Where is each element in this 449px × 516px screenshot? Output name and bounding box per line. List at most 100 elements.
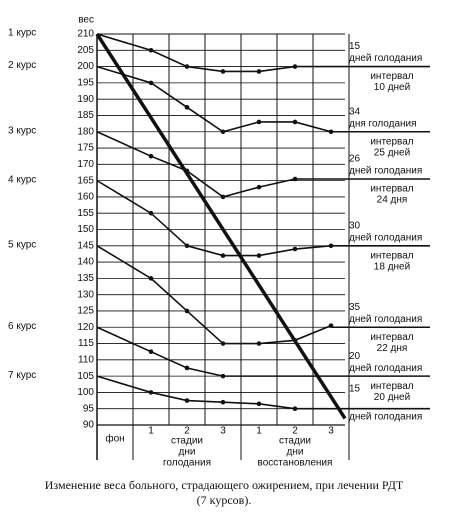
days-text: дня голодания bbox=[349, 118, 417, 129]
x-tick-label: 2 bbox=[184, 426, 190, 437]
y-tick-label: 110 bbox=[78, 354, 94, 365]
group-label: стадии bbox=[171, 436, 203, 447]
y-tick-label: 195 bbox=[77, 78, 94, 89]
interval-label: интервал bbox=[370, 250, 413, 261]
point bbox=[220, 69, 226, 74]
point bbox=[148, 210, 154, 216]
point bbox=[256, 401, 262, 407]
days-text: дней голодания bbox=[349, 53, 422, 64]
y-tick-label: 160 bbox=[77, 192, 94, 203]
point bbox=[256, 184, 262, 190]
group-label: восстановления bbox=[258, 458, 333, 469]
point bbox=[184, 64, 190, 69]
course-label: 6 курс bbox=[8, 321, 36, 332]
y-tick-label: 200 bbox=[77, 61, 94, 72]
interval-label: 25 дней bbox=[374, 147, 410, 158]
y-tick-label: 205 bbox=[77, 45, 94, 56]
course-label: 3 курс bbox=[8, 125, 36, 136]
y-tick-label: 95 bbox=[83, 403, 95, 414]
point bbox=[220, 194, 226, 200]
x-tick-label: 1 bbox=[256, 426, 262, 437]
days-text: дней голодания bbox=[349, 166, 422, 177]
y-tick-label: 150 bbox=[77, 224, 94, 235]
days-number: 26 bbox=[349, 154, 361, 165]
x-tick-label: 1 bbox=[148, 426, 154, 437]
point bbox=[184, 105, 190, 110]
point bbox=[148, 80, 154, 86]
y-tick-label: 115 bbox=[78, 338, 94, 349]
course-label: 7 курс bbox=[8, 370, 36, 381]
point bbox=[292, 337, 298, 343]
point bbox=[220, 399, 226, 405]
trend-line bbox=[95, 33, 347, 420]
point bbox=[292, 119, 298, 125]
point bbox=[256, 341, 262, 346]
y-tick-label: 175 bbox=[77, 143, 94, 154]
x-tick-label: 2 bbox=[292, 426, 298, 437]
x-tick-label: фон bbox=[105, 433, 124, 445]
y-tick-label: 135 bbox=[77, 273, 94, 284]
point bbox=[256, 119, 262, 125]
caption: (7 курсов). bbox=[197, 493, 252, 507]
group-label: дни bbox=[287, 447, 304, 458]
y-tick-label: 180 bbox=[77, 126, 94, 137]
y-tick-label: 90 bbox=[83, 420, 95, 431]
y-tick-label: 190 bbox=[77, 94, 94, 105]
days-number: 15 bbox=[349, 383, 361, 394]
point bbox=[256, 253, 262, 258]
course-label: 4 курс bbox=[8, 174, 36, 185]
point bbox=[220, 341, 226, 346]
point bbox=[256, 69, 262, 74]
days-number: 20 bbox=[349, 351, 361, 362]
caption: Изменение веса больного, страдающего ожи… bbox=[45, 478, 404, 492]
interval-label: интервал bbox=[370, 184, 413, 195]
series-line bbox=[96, 131, 296, 198]
point bbox=[220, 253, 226, 258]
point bbox=[148, 276, 154, 281]
y-tick-label: 100 bbox=[77, 387, 94, 398]
interval-label: интервал bbox=[370, 71, 413, 82]
course-label: 1 курс bbox=[8, 28, 36, 39]
interval-label: интервал bbox=[370, 136, 413, 147]
interval-label: 24 дня bbox=[377, 195, 408, 206]
y-tick-label: 130 bbox=[77, 289, 94, 300]
x-tick-label: 3 bbox=[328, 426, 334, 437]
point bbox=[220, 129, 226, 135]
group-label: стадии bbox=[279, 436, 311, 447]
series-line bbox=[96, 375, 296, 410]
point bbox=[184, 398, 190, 403]
y-tick-label: 210 bbox=[77, 29, 94, 40]
interval-label: интервал bbox=[370, 332, 413, 343]
y-tick-label: 140 bbox=[77, 257, 94, 268]
point bbox=[184, 168, 190, 174]
interval-label: 10 дней bbox=[374, 82, 410, 93]
point bbox=[148, 47, 154, 53]
y-tick-label: 145 bbox=[77, 240, 94, 251]
interval-label: 18 дней bbox=[374, 261, 410, 272]
point bbox=[148, 390, 154, 395]
group-label: голодания bbox=[163, 458, 211, 469]
y-tick-label: 185 bbox=[77, 110, 94, 121]
days-number: 30 bbox=[349, 220, 361, 231]
group-label: дни bbox=[179, 447, 196, 458]
days-text: дней голодания bbox=[349, 232, 422, 243]
point bbox=[184, 365, 190, 371]
interval-label: интервал bbox=[370, 381, 413, 392]
course-label: 5 курс bbox=[8, 239, 36, 250]
y-axis-label: вес bbox=[78, 15, 94, 26]
y-tick-label: 170 bbox=[77, 159, 94, 170]
point bbox=[148, 153, 154, 159]
interval-label: 20 дней bbox=[374, 392, 410, 403]
y-tick-label: 105 bbox=[77, 371, 94, 382]
days-number: 34 bbox=[349, 106, 361, 117]
point bbox=[184, 243, 190, 249]
days-text: дней голодания bbox=[349, 314, 422, 325]
y-tick-label: 120 bbox=[77, 322, 94, 333]
y-tick-label: 155 bbox=[77, 208, 94, 219]
series-line bbox=[96, 33, 296, 73]
series-line bbox=[96, 326, 224, 377]
x-tick-label: 3 bbox=[220, 426, 226, 437]
point bbox=[184, 308, 190, 314]
y-tick-label: 165 bbox=[77, 175, 94, 186]
